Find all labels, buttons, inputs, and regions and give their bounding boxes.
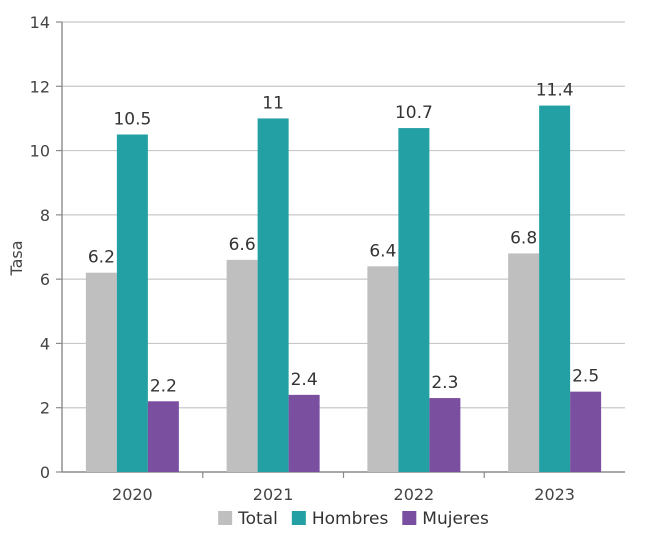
bar-hombres-2022 <box>398 128 430 473</box>
data-label: 2.5 <box>572 367 599 387</box>
y-tick-label: 2 <box>40 399 50 418</box>
bar-hombres-2020 <box>116 134 148 472</box>
data-label: 11 <box>262 93 284 113</box>
y-tick-label: 10 <box>30 142 50 161</box>
bar-total-2021 <box>226 259 258 472</box>
data-label: 10.7 <box>395 103 433 123</box>
y-tick-label: 14 <box>30 13 50 32</box>
y-tick-label: 12 <box>30 77 50 96</box>
legend-label-total: Total <box>237 509 278 529</box>
bar-total-2020 <box>85 272 117 472</box>
legend-swatch-total <box>218 511 233 525</box>
data-label: 6.8 <box>510 228 537 248</box>
y-tick-label: 4 <box>40 334 50 353</box>
x-tick-label: 2021 <box>253 485 294 504</box>
bar-mujeres-2023 <box>570 391 602 472</box>
y-tick-label: 0 <box>40 463 50 482</box>
bars <box>85 105 602 473</box>
x-tick-label: 2020 <box>112 485 153 504</box>
data-label: 2.3 <box>431 373 458 393</box>
bar-hombres-2023 <box>539 105 571 473</box>
y-axis-title: Tasa <box>7 240 26 276</box>
legend-swatch-hombres <box>291 511 306 525</box>
data-label: 6.2 <box>88 248 115 268</box>
legend-label-hombres: Hombres <box>312 509 389 529</box>
data-label: 2.4 <box>291 370 318 390</box>
y-tick-label: 6 <box>40 270 50 289</box>
data-label: 6.4 <box>369 241 396 261</box>
x-tick-label: 2023 <box>534 485 575 504</box>
y-tick-label: 8 <box>40 206 50 225</box>
legend-swatch-mujeres <box>402 511 417 525</box>
bar-total-2022 <box>367 266 399 472</box>
grid-lines <box>62 21 625 409</box>
bar-hombres-2021 <box>257 118 289 472</box>
x-tick-label: 2022 <box>394 485 435 504</box>
legend: Total Hombres Mujeres <box>218 509 489 529</box>
data-label: 11.4 <box>536 81 574 101</box>
data-label: 2.2 <box>150 376 177 396</box>
bar-total-2023 <box>508 253 540 472</box>
bar-mujeres-2020 <box>147 401 179 472</box>
bar-mujeres-2021 <box>288 394 320 472</box>
legend-label-mujeres: Mujeres <box>422 509 489 529</box>
bar-mujeres-2022 <box>429 398 461 472</box>
data-label: 10.5 <box>113 110 151 130</box>
data-labels: 6.2 10.5 2.2 6.6 11 2.4 6.4 10.7 2.3 6.8 11.4 2.5 <box>88 81 599 397</box>
data-label: 6.6 <box>229 235 256 255</box>
